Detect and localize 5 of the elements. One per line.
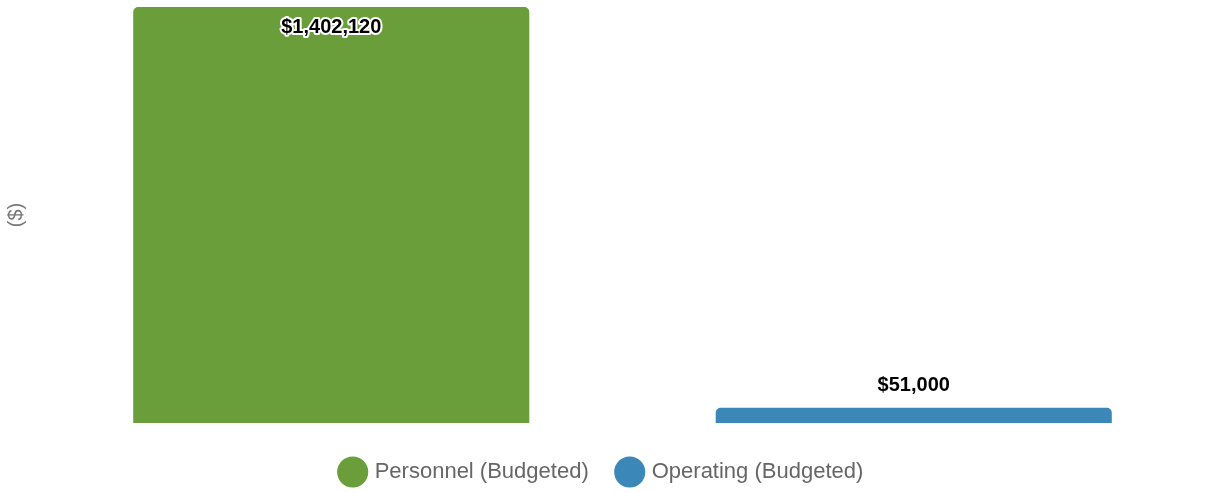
- legend-label: Personnel (Budgeted): [374, 458, 589, 484]
- legend-label: Operating (Budgeted): [651, 458, 864, 484]
- data-label: $1,402,120: [281, 14, 382, 37]
- y-axis-title: ($): [3, 202, 26, 228]
- data-label: $51,000: [877, 373, 950, 396]
